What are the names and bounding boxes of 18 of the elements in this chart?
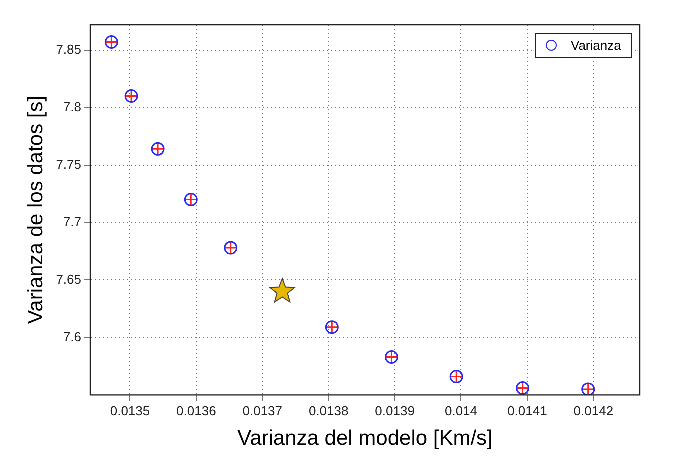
x-tick-label: 0.0135 [110,404,150,419]
x-tick-label: 0.0137 [242,404,283,419]
x-tick-label: 0.0138 [308,404,349,419]
y-axis-title: Varianza de los datos [s] [24,96,48,324]
point [270,278,296,303]
y-tick-label: 7.7 [63,214,82,230]
x-tick-label: 0.0141 [508,404,548,419]
y-tick-label: 7.65 [56,272,82,287]
x-tick-label: 0.0139 [375,404,415,419]
y-tick-label: 7.85 [56,42,82,57]
x-axis-title: Varianza del modelo [Km/s] [238,427,493,450]
x-tick-label: 0.0142 [574,404,614,419]
legend-label: Varianza [571,38,622,53]
x-tick-label: 0.014 [444,404,478,419]
x-tick-label: 0.0136 [176,404,216,419]
y-tick-label: 7.8 [63,99,82,114]
y-tick-label: 7.6 [63,329,82,344]
y-tick-label: 7.75 [56,156,82,172]
